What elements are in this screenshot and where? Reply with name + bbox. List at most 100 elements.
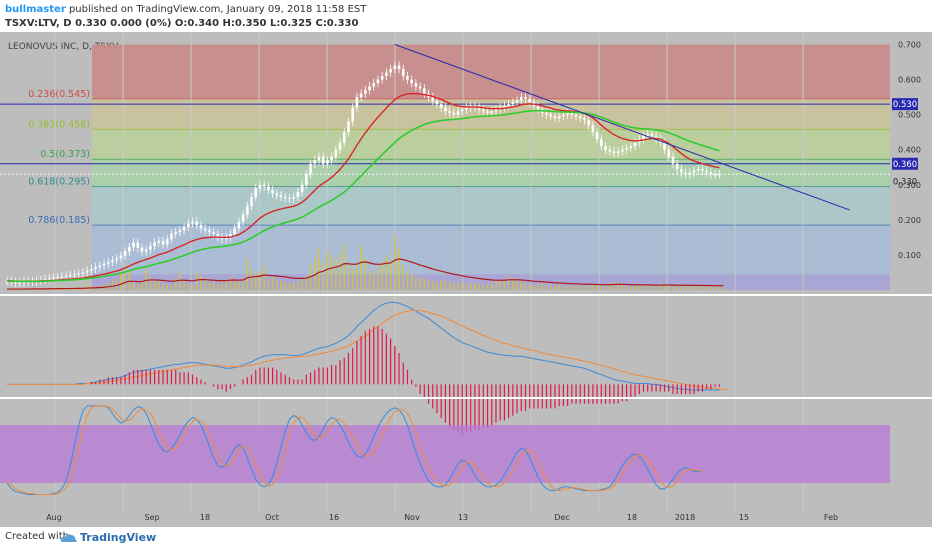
candle-body [616,151,620,154]
candle-body [111,260,114,262]
candle-body [557,116,561,119]
volume-bar [120,273,122,290]
volume-bar [208,283,211,290]
fib-label: 0.236(0.545) [28,89,90,100]
candle-body [414,83,418,87]
candle-body [667,149,671,157]
volume-bar [524,283,527,290]
volume-bar [608,284,611,290]
volume-bar [259,271,261,290]
macd-pane: 0.10000.05000.0000 [7,300,926,435]
volume-bar [318,248,320,290]
volume-bar [646,284,649,290]
stochastic-pane: 100.000075.000050.000025.00000.0000 [0,402,932,507]
volume-bar [6,289,8,290]
last-price-label: 0.330 [893,177,917,187]
candle-body [612,151,616,154]
volume-bar [271,277,274,290]
candle-body [705,170,708,173]
time-tick: 18 [200,513,210,522]
volume-bar [381,262,383,290]
volume-bar [448,282,451,290]
stoch-d-line [6,405,703,495]
published-text: published on TradingView.com, January 09… [68,4,367,15]
candle-body [456,111,460,115]
volume-bar [385,255,388,290]
volume-bar [701,285,704,290]
volume-bar [495,281,497,290]
fib-label: 0.5(0.373) [40,149,90,160]
candle-body [161,240,165,245]
volume-bar [545,284,548,290]
chart-area[interactable]: LEONOVUS INC, D, TSXV 0.236(0.545) 0.382(… [0,32,932,527]
volume-bar [528,284,531,290]
volume-bar [132,281,135,290]
price-tick: 0.400 [898,146,921,155]
candle-body [646,133,649,136]
candle-body [591,125,595,133]
candle-body [330,156,333,161]
candle-body [410,79,413,84]
volume-bar [174,278,177,290]
volume-bar [680,285,683,290]
candle-body [220,237,224,240]
candle-body [587,119,590,126]
candle-body [203,228,207,231]
candle-body [368,86,371,91]
volume-bar [575,284,577,290]
volume-bar [571,285,573,290]
volume-bar [431,280,434,290]
time-tick: 16 [329,513,339,522]
volume-bar [238,281,240,290]
candle-body [604,146,607,150]
volume-bar [651,285,653,290]
volume-bar [469,282,472,290]
candle-body [237,221,241,229]
footer: Created with TradingView [0,527,932,550]
candle-body [562,114,565,117]
candle-body [503,105,506,108]
volume-bar [187,283,190,290]
volume-bar [583,285,586,290]
candle-body [94,267,97,269]
candle-body [397,65,401,70]
candle-body [18,282,22,284]
candle-body [355,97,359,108]
candle-body [334,149,338,157]
candle-body [64,275,68,277]
price-level-badge [892,157,918,170]
candle-body [199,225,203,229]
candle-body [43,279,47,281]
time-tick: Feb [824,513,838,522]
volume-bar [676,286,678,290]
volume-bar [659,284,662,290]
candle-body [347,121,350,133]
author-link[interactable]: bullmaster [5,4,66,15]
candle-body [482,109,485,112]
candle-body [132,242,135,248]
trendline[interactable] [394,44,851,211]
volume-bar [200,276,202,290]
tradingview-brand[interactable]: TradingView [80,531,157,544]
volume-ma-line [7,258,724,290]
candle-body [119,255,123,259]
candle-body [359,93,363,98]
candle-body [444,107,447,112]
volume-bar [145,269,147,290]
volume-bar [394,235,396,290]
volume-bar [288,283,291,290]
candle-body [208,230,211,233]
candle-body [465,107,468,110]
candle-body [170,233,173,240]
volume-bar [549,285,552,290]
candle-body [300,184,304,192]
time-tick: 2018 [675,513,695,522]
candle-body [675,163,679,170]
volume-bar [562,285,565,290]
volume-bar [326,251,329,290]
volume-bar [693,285,695,290]
candle-body [98,265,102,268]
candle-body [477,107,481,110]
fib-label: 0.786(0.185) [28,215,90,226]
volume-bar [689,285,691,290]
